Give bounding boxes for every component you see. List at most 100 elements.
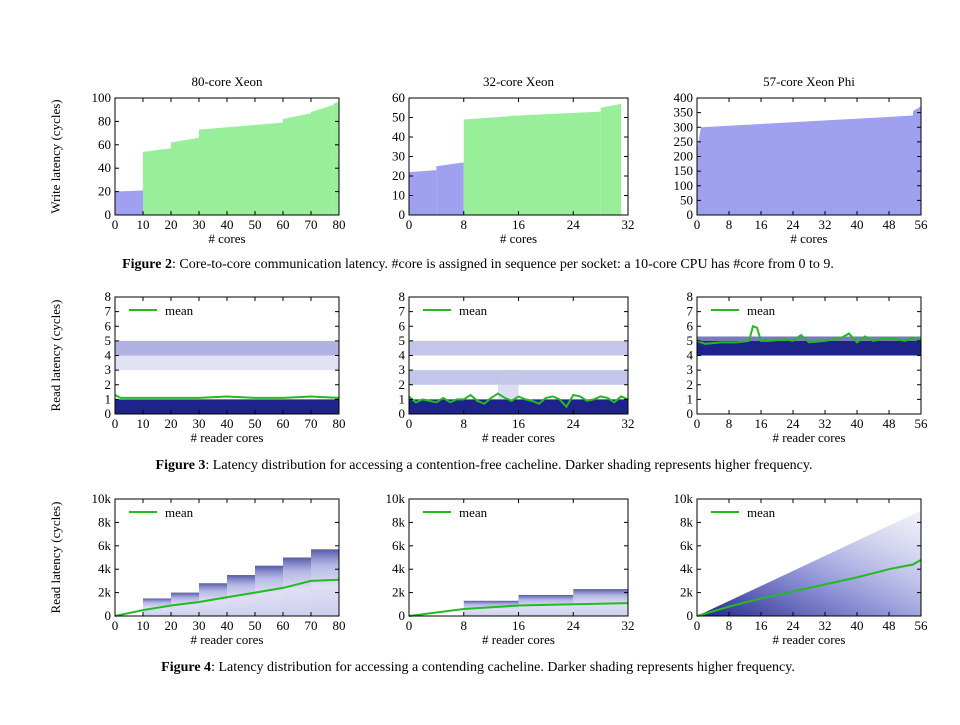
latency-band: [115, 340, 339, 356]
x-tick-label: 20: [165, 217, 178, 232]
y-tick-label: 20: [98, 184, 111, 199]
y-tick-label: 0: [687, 608, 694, 623]
x-axis-label: # cores: [208, 231, 245, 246]
y-tick-label: 10: [392, 188, 405, 203]
x-tick-label: 10: [137, 416, 150, 431]
bar-segment: [436, 162, 464, 215]
x-tick-label: 16: [512, 618, 526, 633]
x-tick-label: 24: [787, 618, 801, 633]
x-tick-label: 30: [193, 416, 206, 431]
x-tick-label: 60: [277, 416, 290, 431]
y-tick-label: 6: [687, 318, 694, 333]
x-tick-label: 24: [567, 217, 581, 232]
x-tick-label: 32: [622, 217, 635, 232]
x-tick-label: 16: [755, 416, 769, 431]
x-tick-label: 16: [755, 217, 769, 232]
y-tick-label: 0: [105, 406, 112, 421]
y-tick-label: 2: [399, 377, 406, 392]
figure-4-caption-label: Figure 4: [161, 660, 211, 675]
x-tick-label: 8: [726, 416, 733, 431]
y-tick-label: 20: [392, 168, 405, 183]
y-tick-label: 80: [98, 113, 111, 128]
x-tick-label: 10: [137, 618, 150, 633]
y-tick-label: 7: [399, 304, 406, 319]
y-tick-label: 10k: [92, 491, 112, 506]
x-tick-label: 32: [819, 618, 832, 633]
x-tick-label: 80: [333, 618, 346, 633]
chart-1: 0 20 40 60 80 100 0 10 20 30 40 50 60 70 80 # cores Writ…: [48, 74, 346, 246]
x-tick-label: 0: [694, 217, 701, 232]
x-tick-label: 0: [406, 618, 413, 633]
y-tick-label: 3: [399, 362, 406, 377]
latency-band: [697, 340, 921, 356]
y-tick-label: 0: [687, 406, 694, 421]
x-tick-label: 24: [787, 217, 801, 232]
bar-segment: [171, 137, 199, 215]
x-tick-label: 10: [137, 217, 150, 232]
y-tick-label: 50: [392, 110, 405, 125]
x-tick-label: 48: [883, 416, 896, 431]
bar-segment: [143, 148, 171, 215]
y-tick-label: 40: [98, 160, 111, 175]
x-tick-label: 0: [406, 416, 413, 431]
y-tick-label: 2k: [392, 585, 406, 600]
y-tick-label: 2k: [98, 585, 112, 600]
y-tick-label: 0: [105, 608, 112, 623]
y-tick-label: 8: [399, 289, 406, 304]
x-axis-label: # cores: [500, 231, 537, 246]
x-tick-label: 0: [406, 217, 413, 232]
y-tick-label: 2: [105, 377, 112, 392]
mean-line: [696, 324, 922, 345]
bar-segment: [283, 113, 311, 215]
x-tick-label: 24: [787, 416, 801, 431]
x-tick-label: 40: [851, 416, 864, 431]
x-tick-label: 48: [883, 618, 896, 633]
y-tick-label: 4k: [392, 561, 406, 576]
y-tick-label: 4k: [98, 561, 112, 576]
x-tick-label: 8: [461, 217, 468, 232]
figure-2-caption: Figure 2: Core-to-core communication lat…: [122, 257, 834, 272]
x-tick-label: 50: [249, 416, 262, 431]
x-axis-label: # reader cores: [773, 430, 846, 445]
y-tick-label: 8: [105, 289, 112, 304]
x-tick-label: 8: [461, 416, 468, 431]
x-tick-label: 48: [883, 217, 896, 232]
bar-segment: [518, 111, 601, 215]
chart-7: mean 0 2k 4k 6k 8k 10k 0 10 20 30 40 50 60 70 80 # reade…: [48, 491, 346, 647]
y-tick-label: 400: [674, 90, 694, 105]
y-tick-label: 8k: [680, 514, 694, 529]
y-tick-label: 60: [392, 90, 405, 105]
y-tick-label: 8k: [392, 514, 406, 529]
y-tick-label: 100: [92, 90, 112, 105]
bar-segment: [241, 122, 283, 215]
y-tick-label: 50: [680, 192, 693, 207]
x-tick-label: 32: [819, 416, 832, 431]
y-tick-label: 250: [674, 134, 694, 149]
x-axis-label: # reader cores: [191, 430, 264, 445]
y-tick-label: 6: [105, 318, 112, 333]
y-tick-label: 0: [399, 406, 406, 421]
x-tick-label: 0: [112, 416, 119, 431]
mean-line: [696, 558, 922, 617]
x-axis-label: # reader cores: [482, 632, 555, 647]
y-tick-label: 10k: [386, 491, 406, 506]
x-tick-label: 40: [851, 217, 864, 232]
figure-2-caption-label: Figure 2: [122, 257, 172, 272]
chart-title: 80-core Xeon: [191, 74, 263, 89]
y-tick-label: 1: [687, 391, 694, 406]
y-tick-label: 0: [399, 207, 406, 222]
x-tick-label: 80: [333, 416, 346, 431]
chart-9: mean 0 2k 4k 6k 8k 10k 0 8 16 24 32 40 48 56 # reader c…: [674, 491, 929, 647]
y-tick-label: 3: [687, 362, 694, 377]
figure-3-caption-text: : Latency distribution for accessing a c…: [205, 458, 812, 473]
x-tick-label: 0: [694, 618, 701, 633]
y-tick-label: 5: [687, 333, 694, 348]
x-tick-label: 16: [512, 416, 526, 431]
y-tick-label: 5: [399, 333, 406, 348]
y-tick-label: 100: [674, 178, 694, 193]
y-tick-label: 7: [105, 304, 112, 319]
x-tick-label: 60: [277, 217, 290, 232]
